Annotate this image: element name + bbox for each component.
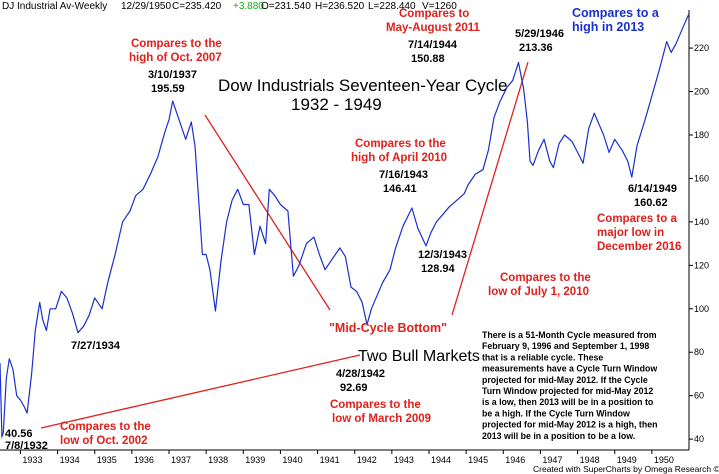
peak-1946-value: 213.36 xyxy=(519,42,553,54)
x-tick-label: 1939 xyxy=(245,455,265,465)
x-tick-label: 1937 xyxy=(171,455,191,465)
y-axis-ticks: 40 60 80 100 120 140 160 180 200 220 xyxy=(689,43,709,444)
compare-major-low-l1: Compares to a xyxy=(597,213,677,225)
trendline-low-1932-to-1942 xyxy=(40,354,361,429)
low-1932-date: 7/8/1932 xyxy=(5,440,48,452)
x-tick-label: 1944 xyxy=(431,455,451,465)
low-1942-value: 92.69 xyxy=(340,382,368,394)
high-jul1943-date: 7/16/1943 xyxy=(379,169,428,181)
x-tick-label: 1942 xyxy=(357,455,377,465)
compare-jul2010-l1: Compares to the xyxy=(500,272,591,284)
x-tick-label: 1945 xyxy=(468,455,488,465)
peak-1937-date: 3/10/1937 xyxy=(148,69,197,81)
low-1949-date: 6/14/1949 xyxy=(628,183,677,195)
header-date: 12/29/1950 xyxy=(121,1,171,12)
header-low: L=228.440 xyxy=(368,1,416,12)
header-symbol: DJ Industrial Av-Weekly xyxy=(2,1,107,12)
compare-may2011-l2: May-August 2011 xyxy=(386,22,481,34)
compare-mar2009-l2: low of March 2009 xyxy=(332,413,431,425)
compare-oct2002-l2: low of Oct. 2002 xyxy=(60,435,148,447)
low-1942-date: 4/28/1942 xyxy=(336,368,385,380)
header-open: O=231.540 xyxy=(261,1,311,12)
x-tick-label: 1946 xyxy=(505,455,525,465)
header-close: C=235.420 xyxy=(172,1,222,12)
cycle-note-line: Turn Window projected for mid-May 2012 xyxy=(482,386,653,396)
cycle-note-line: projected for mid-May 2012 is a high, th… xyxy=(482,420,658,430)
x-tick-label: 1949 xyxy=(617,455,637,465)
low-1934-date: 7/27/1934 xyxy=(71,340,121,352)
high-1944-value: 150.88 xyxy=(411,53,445,65)
y-tick-label: 180 xyxy=(694,130,709,140)
x-axis-ticks: 1933 1934 1935 1936 1937 1938 1939 1940 1941 1942… xyxy=(19,450,674,465)
compare-oct2007-l2: high of Oct. 2007 xyxy=(129,52,222,64)
compare-oct2007-l1: Compares to the xyxy=(131,38,222,50)
x-tick-label: 1936 xyxy=(134,455,154,465)
compare-may2011-l1: Compares to xyxy=(399,8,469,20)
x-tick-label: 1938 xyxy=(208,455,228,465)
chart-subtitle: 1932 - 1949 xyxy=(291,95,382,114)
peak-1946-date: 5/29/1946 xyxy=(515,28,564,40)
x-tick-label: 1941 xyxy=(320,455,340,465)
y-tick-label: 100 xyxy=(694,304,709,314)
cycle-note: There is a 51-Month Cycle measured fromF… xyxy=(482,330,658,441)
y-tick-label: 60 xyxy=(694,391,704,401)
cycle-note-line: February 9, 1996 and September 1, 1998 xyxy=(482,341,649,351)
compare-major-low-l3: December 2016 xyxy=(597,241,681,253)
x-tick-label: 1933 xyxy=(22,455,42,465)
x-tick-label: 1935 xyxy=(97,455,117,465)
compare-jul2010-l2: low of July 1, 2010 xyxy=(488,286,589,298)
compare-oct2002-l1: Compares to the xyxy=(60,421,151,433)
compare-major-low-l2: major low in xyxy=(597,227,664,239)
y-tick-label: 200 xyxy=(694,87,709,97)
cycle-note-line: 2013 will be in a position to be a low. xyxy=(482,431,635,441)
compare-mar2009-l1: Compares to the xyxy=(330,399,421,411)
compare-apr2010-l2: high of April 2010 xyxy=(351,152,447,164)
low-dec1943-value: 128.94 xyxy=(421,263,456,275)
cycle-note-line: is a low, then 2013 will be in a positio… xyxy=(482,397,654,407)
trendline-to-1946-peak xyxy=(451,61,529,316)
x-tick-label: 1943 xyxy=(394,455,414,465)
two-bull-markets-label: Two Bull Markets xyxy=(358,348,480,365)
x-tick-label: 1950 xyxy=(654,455,674,465)
header-volume: V=1260 xyxy=(422,1,457,12)
x-tick-label: 1948 xyxy=(580,455,600,465)
cycle-note-line: There is a 51-Month Cycle measured from xyxy=(482,330,657,340)
y-tick-label: 80 xyxy=(694,347,704,357)
x-tick-label: 1940 xyxy=(282,455,302,465)
compare-high2013-l2: high in 2013 xyxy=(572,20,644,34)
y-tick-label: 140 xyxy=(694,217,709,227)
y-tick-label: 220 xyxy=(694,43,709,53)
high-1944-date: 7/14/1944 xyxy=(408,39,458,51)
high-jul1943-value: 146.41 xyxy=(383,183,417,195)
compare-high2013-l1: Compares to a xyxy=(572,6,660,20)
low-dec1943-date: 12/3/1943 xyxy=(418,249,467,261)
cycle-note-line: measurements have a Cycle Turn Window xyxy=(482,364,657,374)
mid-cycle-bottom-label: "Mid-Cycle Bottom" xyxy=(329,321,447,335)
compare-apr2010-l1: Compares to the xyxy=(355,138,446,150)
low-1949-value: 160.62 xyxy=(634,197,668,209)
header-change: +3.880 xyxy=(233,1,264,12)
cycle-note-line: be a high. If the Cycle Turn Window xyxy=(482,408,630,418)
cycle-note-line: that is a reliable cycle. These xyxy=(482,352,603,362)
chart-title: Dow Industrials Seventeen-Year Cycle xyxy=(218,76,507,95)
cycle-note-line: projected for mid-May 2012. If the Cycle xyxy=(482,375,648,385)
y-tick-label: 40 xyxy=(694,434,704,444)
peak-1937-value: 195.59 xyxy=(151,83,185,95)
x-tick-label: 1947 xyxy=(542,455,562,465)
x-tick-label: 1934 xyxy=(60,455,80,465)
y-tick-label: 160 xyxy=(694,173,709,183)
y-tick-label: 120 xyxy=(694,260,709,270)
dow-weekly-series xyxy=(0,14,690,438)
chart-credit: Created with SuperCharts by Omega Resear… xyxy=(533,464,719,474)
header-high: H=236.520 xyxy=(315,1,365,12)
low-1932-value: 40.56 xyxy=(5,428,33,440)
